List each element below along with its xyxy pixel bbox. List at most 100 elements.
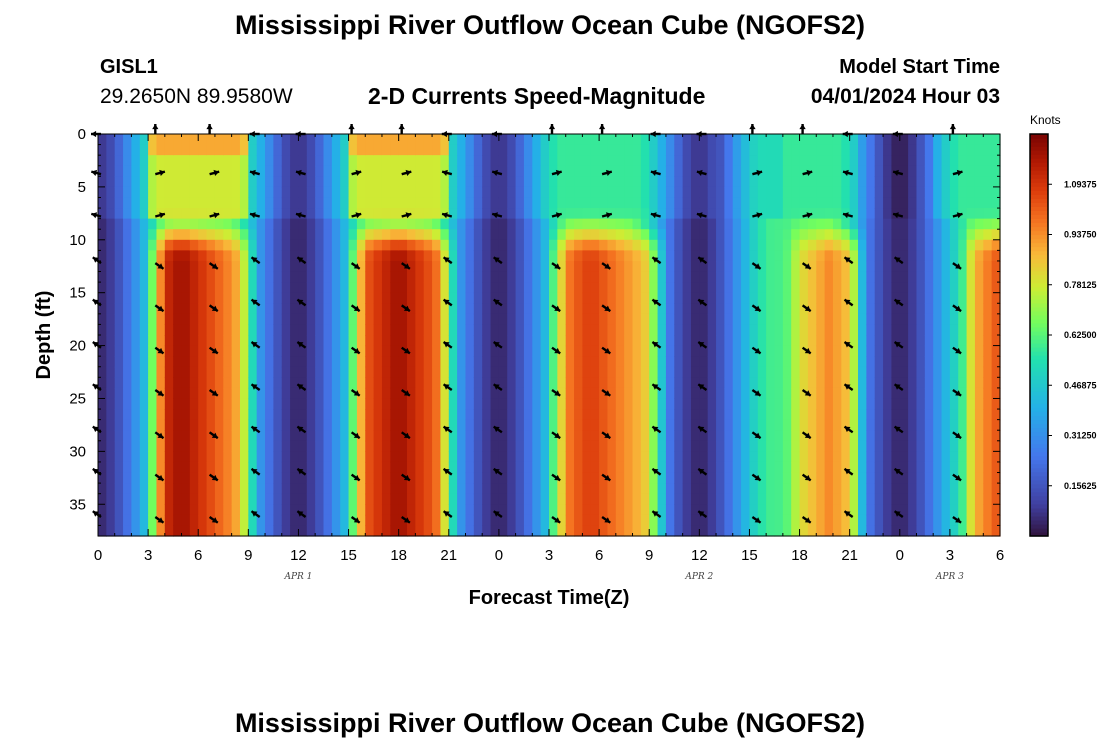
current-vector: [802, 212, 813, 219]
heatmap-cell: [131, 165, 141, 177]
heatmap-cell: [557, 419, 567, 431]
heatmap-cell: [899, 387, 909, 400]
heatmap-cell: [315, 356, 325, 368]
heatmap-cell: [682, 186, 692, 199]
heatmap-cell: [916, 345, 926, 357]
heatmap-cell: [632, 155, 642, 167]
heatmap-cell: [457, 430, 467, 442]
current-vector: [952, 389, 962, 397]
heatmap-cell: [373, 483, 383, 495]
heatmap-cell: [407, 461, 416, 474]
heatmap-cell: [899, 134, 909, 146]
heatmap-cell: [908, 387, 918, 400]
heatmap-cell: [148, 165, 158, 177]
heatmap-cell: [290, 292, 300, 304]
heatmap-cell: [239, 155, 249, 167]
heatmap-cell: [908, 186, 918, 199]
heatmap-cell: [816, 144, 826, 156]
heatmap-cell: [473, 208, 483, 220]
heatmap-cell: [615, 165, 625, 177]
heatmap-cell: [223, 387, 233, 400]
heatmap-cell: [181, 335, 191, 347]
heatmap-cell: [983, 186, 993, 199]
heatmap-cell: [649, 239, 659, 251]
heatmap-cell: [214, 387, 224, 400]
heatmap-cell: [440, 409, 450, 421]
heatmap-cell: [757, 324, 767, 336]
heatmap-cell: [649, 387, 659, 400]
heatmap-cell: [248, 155, 258, 167]
heatmap-cell: [523, 387, 533, 400]
vector-head: [894, 426, 901, 433]
heatmap-cell: [223, 440, 233, 452]
heatmap-cell: [273, 409, 283, 421]
colorbar-tick-label: 0.62500: [1064, 330, 1097, 340]
heatmap-cell: [565, 409, 575, 421]
heatmap-cell: [632, 409, 642, 421]
vector-head: [606, 212, 612, 219]
colorbar-cell: [1030, 387, 1048, 392]
heatmap-cell: [866, 208, 876, 220]
heatmap-cell: [498, 239, 508, 251]
heatmap-cell: [206, 377, 216, 389]
heatmap-cell: [131, 345, 141, 357]
current-vector: [250, 467, 261, 476]
heatmap-cell: [557, 366, 567, 378]
heatmap-cell: [440, 514, 450, 527]
heatmap-cell: [657, 345, 667, 357]
heatmap-cell: [306, 356, 316, 368]
heatmap-cell: [106, 356, 116, 368]
colorbar-cell: [1030, 222, 1048, 228]
colorbar-cell: [1030, 435, 1048, 441]
heatmap-cell: [98, 525, 107, 537]
heatmap-cell: [557, 186, 567, 199]
heatmap-cell: [607, 440, 617, 452]
heatmap-cell: [390, 387, 400, 400]
heatmap-cell: [565, 271, 575, 283]
heatmap-cell: [899, 176, 909, 188]
heatmap-cell: [858, 165, 867, 177]
heatmap-cell: [448, 366, 458, 378]
heatmap-cell: [824, 134, 834, 146]
heatmap-cell: [465, 134, 475, 146]
heatmap-cell: [949, 271, 959, 283]
heatmap-cell: [114, 419, 124, 431]
current-vector: [154, 431, 165, 440]
heatmap-cell: [565, 208, 575, 220]
colorbar-cell: [1030, 399, 1048, 404]
heatmap-cell: [139, 271, 149, 283]
heatmap-cell: [974, 430, 984, 442]
heatmap-cell: [173, 440, 183, 452]
heatmap-cell: [507, 250, 517, 262]
heatmap-cell: [849, 165, 859, 177]
heatmap-cell: [390, 239, 400, 251]
heatmap-cell: [624, 144, 634, 156]
current-vector: [892, 169, 904, 176]
heatmap-cell: [114, 155, 124, 167]
heatmap-cell: [891, 303, 901, 315]
heatmap-cell: [515, 493, 525, 505]
heatmap-cell: [398, 218, 408, 230]
heatmap-cell: [148, 218, 158, 230]
vector-head: [599, 124, 606, 130]
heatmap-cell: [665, 430, 675, 442]
heatmap-cell: [899, 430, 909, 442]
heatmap-cell: [791, 260, 801, 273]
current-vector: [843, 467, 854, 476]
heatmap-cell: [315, 345, 325, 357]
heatmap-cell: [749, 483, 759, 495]
current-vector: [442, 341, 453, 349]
heatmap-cell: [924, 335, 934, 347]
heatmap-cell: [523, 165, 533, 177]
heatmap-cell: [908, 514, 918, 527]
heatmap-cell: [281, 409, 291, 421]
heatmap-cell: [774, 345, 784, 357]
heatmap-cell: [949, 440, 959, 452]
heatmap-cell: [782, 260, 792, 273]
current-vector: [892, 212, 904, 219]
heatmap-cell: [248, 313, 258, 326]
heatmap-cell: [966, 377, 976, 389]
heatmap-cell: [782, 409, 792, 421]
heatmap-cell: [498, 271, 508, 283]
heatmap-cell: [139, 419, 149, 431]
